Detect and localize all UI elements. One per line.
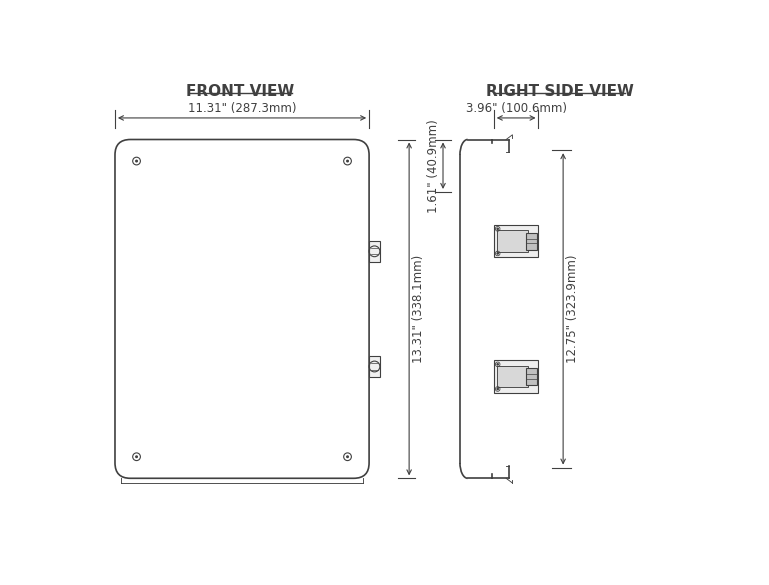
Text: 1.61" (40.9mm): 1.61" (40.9mm) [427,119,440,212]
Circle shape [497,253,498,254]
Text: 3.96" (100.6mm): 3.96" (100.6mm) [466,102,567,115]
Text: 13.31" (338.1mm): 13.31" (338.1mm) [412,255,425,363]
Bar [497,230,528,252]
Bar [494,360,538,393]
Bar [526,368,537,385]
Text: FRONT VIEW: FRONT VIEW [186,84,295,99]
Circle shape [497,388,498,390]
Bar [369,240,380,262]
Bar [526,233,537,250]
Circle shape [136,456,138,457]
Circle shape [347,456,348,457]
Bar [369,356,380,377]
Text: RIGHT SIDE VIEW: RIGHT SIDE VIEW [486,84,634,99]
Text: 11.31" (287.3mm): 11.31" (287.3mm) [188,102,296,115]
Bar [494,225,538,257]
Circle shape [136,160,138,162]
Circle shape [497,364,498,365]
Circle shape [497,228,498,229]
Text: 12.75" (323.9mm): 12.75" (323.9mm) [566,254,579,363]
Bar [497,366,528,387]
Circle shape [347,160,348,162]
